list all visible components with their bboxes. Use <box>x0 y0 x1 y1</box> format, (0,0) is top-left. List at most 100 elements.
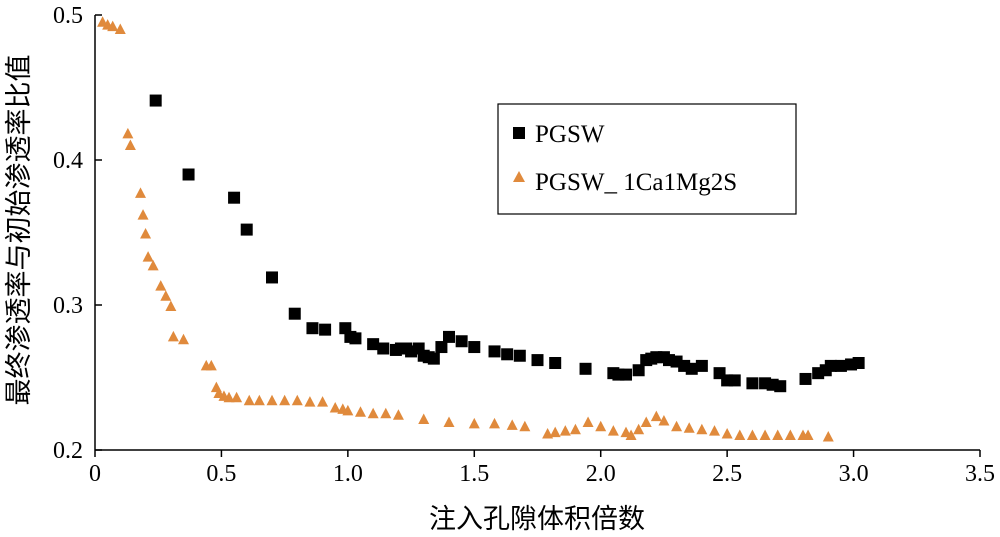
data-point-triangle <box>355 406 366 417</box>
data-point-square <box>685 362 698 375</box>
legend-label-pgsw: PGSW <box>535 121 605 148</box>
data-point-square <box>488 345 501 358</box>
axes <box>94 15 980 451</box>
data-point-square <box>435 341 448 354</box>
data-point-triangle <box>392 409 404 420</box>
data-point-triangle <box>709 425 720 436</box>
data-point-triangle <box>122 127 134 139</box>
data-point-triangle <box>506 419 518 430</box>
data-point-triangle <box>671 420 683 432</box>
x-tick-label: 0.5 <box>206 461 236 487</box>
y-tick-label: 0.2 <box>53 438 83 464</box>
x-tick-label: 3.5 <box>965 461 995 487</box>
y-axis-title: 最终渗透率与初始渗透率比值 <box>4 55 34 406</box>
y-tick-label: 0.3 <box>53 293 83 319</box>
y-ticks: 0.2 0.3 0.4 0.5 <box>53 3 102 464</box>
x-ticks: 0 0.5 1.0 1.5 2.0 2.5 3.0 3.5 <box>89 450 995 487</box>
data-point-square <box>824 359 837 372</box>
data-point-triangle <box>489 417 501 429</box>
data-point-triangle <box>559 425 571 436</box>
data-point-square <box>632 364 645 377</box>
data-point-square <box>834 359 847 372</box>
data-point-triangle <box>746 429 758 440</box>
data-point-triangle <box>683 422 695 433</box>
data-point-square <box>288 307 301 320</box>
data-point-triangle <box>266 394 278 406</box>
data-point-triangle <box>155 280 167 291</box>
x-tick-label: 2.5 <box>712 461 742 487</box>
data-point-square <box>620 368 632 381</box>
data-point-square <box>182 168 195 181</box>
data-point-square <box>728 374 741 387</box>
data-point-triangle <box>443 416 455 427</box>
data-point-triangle <box>721 428 733 439</box>
legend: PGSW PGSW_ 1Ca1Mg2S <box>497 103 797 215</box>
legend-box <box>497 103 797 215</box>
data-point-triangle <box>625 429 637 440</box>
data-point-square <box>468 341 481 354</box>
data-point-triangle <box>243 394 255 406</box>
data-point-triangle <box>231 391 243 403</box>
data-point-triangle <box>342 404 354 416</box>
data-point-square <box>774 380 787 393</box>
data-point-triangle <box>291 394 303 406</box>
data-point-triangle <box>549 426 561 438</box>
data-point-triangle <box>304 396 316 407</box>
data-point-square <box>531 354 544 367</box>
data-point-square <box>349 332 362 345</box>
data-point-triangle <box>380 407 392 419</box>
x-axis-title: 注入孔隙体积倍数 <box>429 504 645 534</box>
data-point-triangle <box>658 415 670 426</box>
data-point-triangle <box>759 429 771 440</box>
data-point-triangle <box>279 394 291 406</box>
data-point-triangle <box>160 290 172 301</box>
data-point-triangle <box>329 401 341 413</box>
data-point-triangle <box>802 429 814 440</box>
data-point-triangle <box>165 300 177 311</box>
data-point-triangle <box>205 359 217 371</box>
legend-label-pgsw-1ca1mg2s: PGSW_ 1Ca1Mg2S <box>535 169 737 196</box>
data-point-square <box>228 191 241 204</box>
data-point-square <box>799 372 812 385</box>
data-point-square <box>455 335 468 348</box>
data-point-square <box>266 271 278 284</box>
data-point-square <box>306 322 319 335</box>
data-point-triangle <box>822 430 834 442</box>
data-point-triangle <box>468 417 480 429</box>
y-tick-label: 0.4 <box>53 148 83 174</box>
legend-marker-pgsw-1ca1mg2s <box>513 171 525 182</box>
data-point-triangle <box>140 227 152 239</box>
data-point-triangle <box>124 139 136 150</box>
data-point-triangle <box>519 420 531 432</box>
data-point-triangle <box>367 407 379 419</box>
data-point-square <box>377 342 390 355</box>
data-point-triangle <box>734 429 746 440</box>
data-point-square <box>695 359 708 372</box>
data-point-square <box>549 357 562 369</box>
data-point-square <box>427 352 440 365</box>
data-point-triangle <box>582 416 594 427</box>
legend-marker-pgsw <box>513 127 525 139</box>
data-point-triangle <box>595 420 607 432</box>
data-point-triangle <box>640 416 652 427</box>
x-tick-label: 2.0 <box>586 461 616 487</box>
data-point-triangle <box>135 187 147 198</box>
x-tick-label: 1.5 <box>459 461 489 487</box>
data-point-triangle <box>253 394 265 406</box>
data-point-square <box>367 338 380 351</box>
data-point-triangle <box>317 396 329 407</box>
x-tick-label: 0 <box>89 461 101 487</box>
y-tick-label: 0.5 <box>53 3 83 29</box>
data-point-triangle <box>178 333 189 345</box>
data-point-square <box>513 349 526 362</box>
data-point-triangle <box>418 413 430 425</box>
data-point-triangle <box>147 259 159 271</box>
data-point-triangle <box>569 423 581 435</box>
data-point-triangle <box>137 209 149 220</box>
x-tick-label: 1.0 <box>333 461 363 487</box>
data-point-square <box>579 362 592 375</box>
x-tick-label: 3.0 <box>839 461 869 487</box>
data-point-square <box>149 94 162 107</box>
data-point-square <box>443 330 455 343</box>
